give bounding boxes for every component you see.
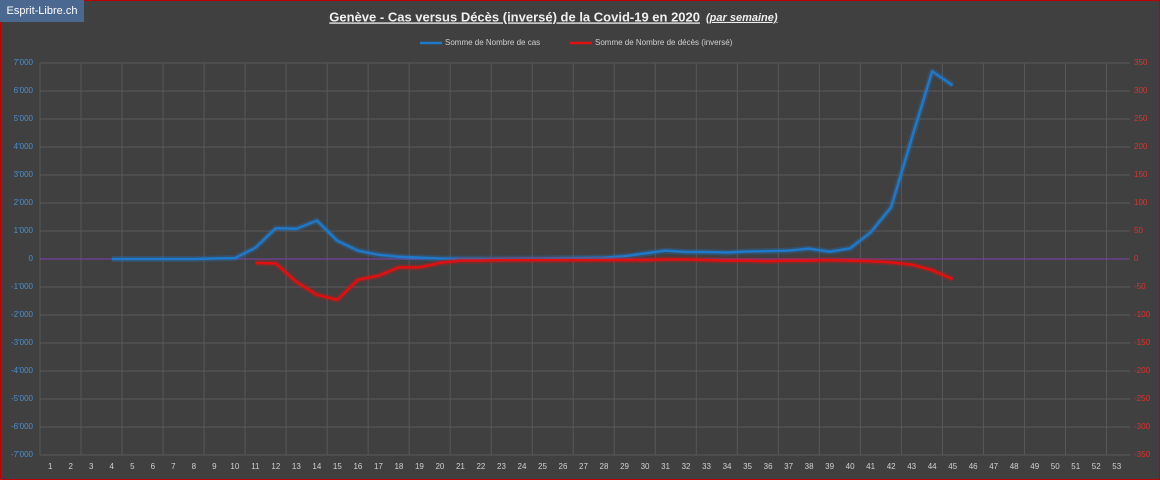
x-tick-label: 31: [661, 462, 670, 471]
y-tick-label: 0: [29, 254, 34, 263]
x-tick-label: 33: [702, 462, 711, 471]
y-tick-label: 4'000: [14, 142, 34, 151]
y-tick-label: 5'000: [14, 114, 34, 123]
x-tick-label: 16: [353, 462, 362, 471]
y2-tick-label: -250: [1134, 394, 1151, 403]
x-tick-label: 29: [620, 462, 629, 471]
y2-tick-label: -50: [1134, 282, 1146, 291]
x-tick-label: 23: [497, 462, 506, 471]
x-tick-label: 40: [846, 462, 855, 471]
x-tick-label: 5: [130, 462, 135, 471]
y-tick-label: 3'000: [14, 170, 34, 179]
x-tick-label: 20: [435, 462, 444, 471]
x-tick-label: 19: [415, 462, 424, 471]
x-tick-label: 51: [1071, 462, 1080, 471]
y2-tick-label: 100: [1134, 198, 1148, 207]
legend-label: Somme de Nombre de cas: [445, 38, 540, 47]
x-tick-label: 10: [230, 462, 239, 471]
y-tick-label: 2'000: [14, 198, 34, 207]
x-tick-label: 12: [271, 462, 280, 471]
watermark: Esprit-Libre.ch: [7, 5, 78, 17]
x-tick-label: 18: [394, 462, 403, 471]
watermark-box: [0, 0, 84, 22]
y-tick-label: 1'000: [14, 226, 34, 235]
x-tick-label: 50: [1051, 462, 1060, 471]
y2-tick-label: 0: [1134, 254, 1139, 263]
y-tick-label: 7'000: [14, 58, 34, 67]
x-tick-label: 48: [1010, 462, 1019, 471]
y2-tick-label: 50: [1134, 226, 1143, 235]
y2-tick-label: -150: [1134, 338, 1151, 347]
y-tick-label: -6'000: [11, 422, 34, 431]
y-tick-label: -1'000: [11, 282, 34, 291]
x-tick-label: 17: [374, 462, 383, 471]
x-tick-label: 42: [887, 462, 896, 471]
x-tick-label: 11: [251, 462, 260, 471]
x-tick-label: 25: [538, 462, 547, 471]
x-tick-label: 21: [456, 462, 465, 471]
y-tick-label: -3'000: [11, 338, 34, 347]
x-tick-label: 53: [1112, 462, 1121, 471]
chart-subtitle: (par semaine): [706, 12, 778, 24]
chart-title: Genève - Cas versus Décès (inversé) de l…: [329, 9, 700, 24]
y2-tick-label: -350: [1134, 450, 1151, 459]
x-tick-label: 35: [743, 462, 752, 471]
y-tick-label: -5'000: [11, 394, 34, 403]
x-tick-label: 30: [641, 462, 650, 471]
x-tick-label: 32: [682, 462, 691, 471]
x-tick-label: 13: [292, 462, 301, 471]
x-tick-label: 2: [69, 462, 74, 471]
x-tick-label: 14: [312, 462, 321, 471]
y-tick-label: 6'000: [14, 86, 34, 95]
y2-tick-label: -100: [1134, 310, 1151, 319]
y2-tick-label: -300: [1134, 422, 1151, 431]
x-tick-label: 3: [89, 462, 94, 471]
y-tick-label: -7'000: [11, 450, 34, 459]
series-line: [255, 258, 954, 302]
y2-tick-label: 200: [1134, 142, 1148, 151]
y-tick-label: -2'000: [11, 310, 34, 319]
x-tick-label: 47: [989, 462, 998, 471]
x-tick-label: 26: [559, 462, 568, 471]
x-tick-label: 38: [805, 462, 814, 471]
x-tick-label: 41: [866, 462, 875, 471]
x-tick-label: 28: [600, 462, 609, 471]
x-tick-label: 4: [110, 462, 115, 471]
x-tick-label: 44: [928, 462, 937, 471]
y2-tick-label: 250: [1134, 114, 1148, 123]
series-line: [111, 70, 954, 261]
y2-tick-label: 350: [1134, 58, 1148, 67]
x-tick-label: 7: [171, 462, 176, 471]
x-tick-label: 27: [579, 462, 588, 471]
x-tick-label: 22: [476, 462, 485, 471]
y2-tick-label: 300: [1134, 86, 1148, 95]
x-tick-label: 6: [151, 462, 156, 471]
x-tick-label: 36: [764, 462, 773, 471]
x-tick-label: 1: [48, 462, 53, 471]
x-tick-label: 8: [192, 462, 197, 471]
y2-tick-label: -200: [1134, 366, 1151, 375]
legend-label: Somme de Nombre de décès (inversé): [595, 38, 733, 47]
x-tick-label: 34: [723, 462, 732, 471]
y2-tick-label: 150: [1134, 170, 1148, 179]
x-tick-label: 9: [212, 462, 217, 471]
x-tick-label: 43: [907, 462, 916, 471]
x-tick-label: 24: [518, 462, 527, 471]
y-tick-label: -4'000: [11, 366, 34, 375]
x-tick-label: 15: [333, 462, 342, 471]
x-tick-label: 46: [969, 462, 978, 471]
x-tick-label: 39: [825, 462, 834, 471]
x-tick-label: 45: [948, 462, 957, 471]
x-tick-label: 49: [1030, 462, 1039, 471]
x-tick-label: 52: [1092, 462, 1101, 471]
x-tick-label: 37: [784, 462, 793, 471]
